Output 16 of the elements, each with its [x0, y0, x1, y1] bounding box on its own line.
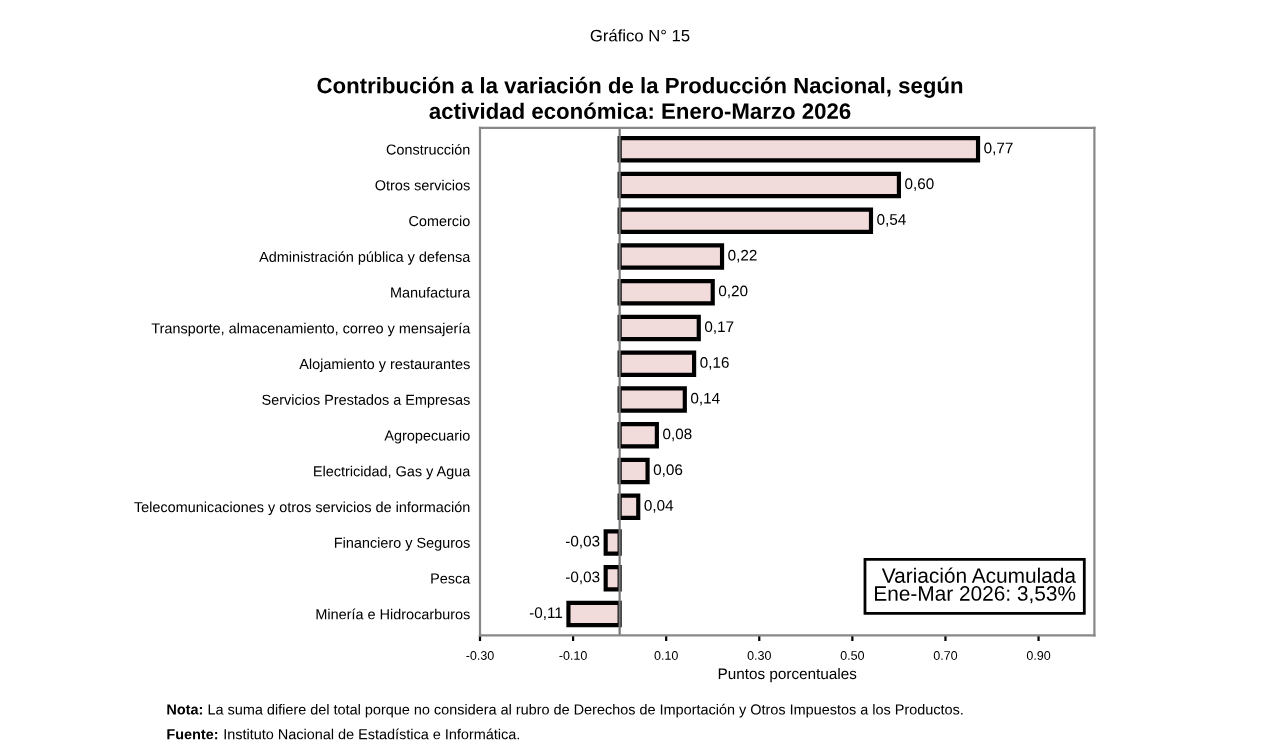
annotation: Variación Acumulada Ene-Mar 2026: 3,53% — [875, 567, 1076, 604]
bar — [617, 279, 715, 306]
bar — [617, 207, 874, 234]
bar — [603, 529, 622, 556]
bar — [566, 600, 622, 628]
bar — [603, 565, 622, 592]
bar — [617, 350, 697, 377]
bar — [617, 136, 981, 163]
bar — [617, 386, 687, 413]
chart-subtitle: Gráfico N° 15 — [590, 29, 690, 42]
bar — [617, 171, 901, 199]
bar — [617, 314, 701, 342]
bar — [617, 422, 659, 449]
bar — [617, 243, 725, 270]
chart-title: Contribución a la variación de la Producción Nacional, según actividad económica: Enero-Marzo 2026 — [317, 76, 963, 120]
bar — [617, 457, 650, 485]
